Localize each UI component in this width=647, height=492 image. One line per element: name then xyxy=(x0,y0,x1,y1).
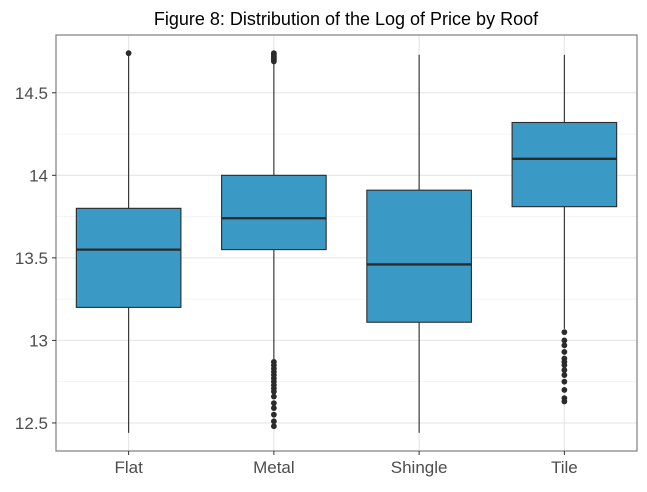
outlier-point xyxy=(561,378,568,385)
y-tick-label: 13.5 xyxy=(15,249,48,268)
iqr-box xyxy=(511,121,618,208)
outlier-point xyxy=(270,388,277,395)
outlier-point xyxy=(270,50,277,57)
iqr-box xyxy=(366,189,472,323)
outlier-point xyxy=(561,349,568,355)
outlier-point xyxy=(270,393,277,400)
outlier-point xyxy=(270,411,277,418)
outlier-point xyxy=(270,423,277,430)
outlier-point xyxy=(561,372,568,378)
boxes xyxy=(75,54,618,433)
outlier-point xyxy=(561,387,568,393)
y-tick-label: 14 xyxy=(29,166,48,185)
outlier-point xyxy=(270,400,277,407)
iqr-box xyxy=(75,207,182,308)
x-axis-ticks: Flat Metal Shingle Tile xyxy=(114,451,578,477)
x-tick-label: Flat xyxy=(114,458,143,477)
y-axis-ticks: 12.5 13 13.5 14 14.5 xyxy=(15,84,56,433)
y-tick-label: 13 xyxy=(29,331,48,350)
box-shingle xyxy=(366,54,472,433)
x-tick-label: Tile xyxy=(551,458,578,477)
outlier-point xyxy=(125,50,132,57)
chart-title: Figure 8: Distribution of the Log of Pri… xyxy=(154,9,539,29)
outlier-point xyxy=(561,362,568,369)
outlier-point xyxy=(561,342,568,349)
x-tick-label: Metal xyxy=(253,458,295,477)
x-tick-label: Shingle xyxy=(391,458,448,477)
outlier-point xyxy=(270,405,277,411)
outliers xyxy=(125,50,568,430)
outlier-point xyxy=(561,337,568,344)
y-tick-label: 12.5 xyxy=(15,414,48,433)
outlier-point xyxy=(561,367,568,374)
y-tick-label: 14.5 xyxy=(15,84,48,103)
box-flat xyxy=(75,54,182,433)
outlier-point xyxy=(270,418,277,425)
outlier-point xyxy=(561,329,568,336)
box-metal xyxy=(221,63,327,361)
box-tile xyxy=(511,54,618,329)
iqr-box xyxy=(221,174,327,251)
outlier-point xyxy=(561,398,568,405)
plot-panel-border xyxy=(55,34,638,452)
